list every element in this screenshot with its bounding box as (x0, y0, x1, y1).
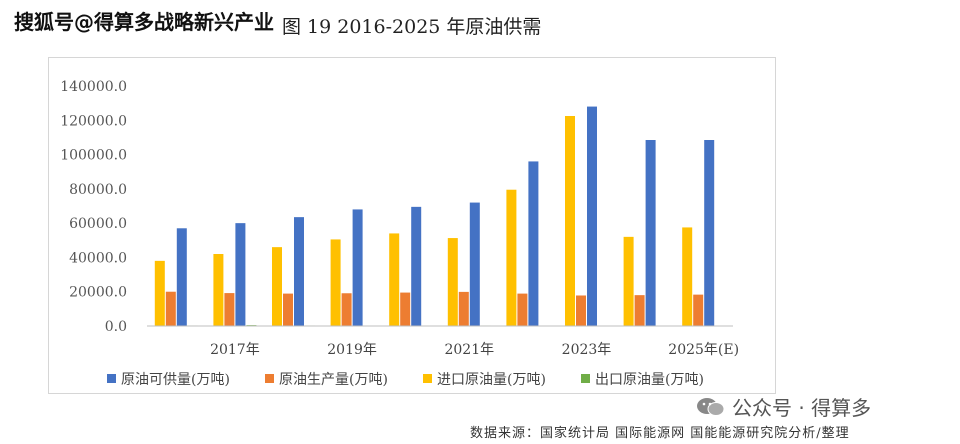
y-tick-label: 0.0 (105, 319, 127, 335)
bar-import (154, 260, 165, 326)
legend-swatch (581, 374, 590, 383)
bar-production (517, 293, 528, 326)
wechat-watermark-text: 公众号 · 得算多 (732, 396, 872, 420)
y-tick-label: 120000.0 (60, 113, 127, 129)
x-tick-label: 2019年 (327, 342, 377, 358)
bar-import (389, 233, 400, 326)
bar-import (330, 239, 341, 326)
legend-swatch (265, 374, 274, 383)
legend-label: 原油生产量(万吨) (279, 372, 388, 388)
bar-production (634, 295, 645, 326)
x-tick-label: 2021年 (444, 342, 494, 358)
y-tick-label: 100000.0 (60, 148, 127, 164)
bar-supply (645, 140, 656, 326)
bar-production (224, 293, 235, 326)
bar-production (693, 294, 704, 326)
y-tick-label: 20000.0 (69, 285, 127, 301)
bar-production (165, 291, 176, 326)
bar-supply (176, 228, 187, 326)
bar-supply (704, 140, 715, 326)
bar-import (565, 116, 575, 326)
bar-supply (294, 217, 304, 326)
bar-supply (411, 206, 422, 326)
y-tick-label: 60000.0 (69, 216, 127, 232)
bar-production (400, 292, 411, 326)
legend-swatch (107, 374, 116, 383)
legend-label: 原油可供量(万吨) (121, 372, 230, 388)
legend-label: 出口原油量(万吨) (595, 372, 704, 388)
bar-import (213, 254, 224, 326)
legend-swatch (423, 374, 432, 383)
y-tick-label: 140000.0 (60, 79, 127, 95)
wechat-icon (696, 396, 726, 418)
figure-title: 图 19 2016-2025 年原油供需 (282, 16, 542, 38)
bar-import (506, 189, 517, 326)
y-tick-label: 40000.0 (69, 250, 127, 266)
bar-chart: 0.0 20000.0 40000.0 60000.0 80000.0 100000.0 1… (60, 79, 739, 388)
bar-production (283, 293, 293, 326)
bar-production (576, 295, 586, 326)
bar-supply (587, 106, 597, 326)
x-tick-label: 2025年(E) (668, 342, 739, 358)
bar-supply (352, 209, 363, 326)
x-tick-label: 2023年 (562, 342, 612, 358)
bar-supply (528, 161, 539, 326)
y-tick-label: 80000.0 (69, 182, 127, 198)
chart-frame: 0.0 20000.0 40000.0 60000.0 80000.0 100000.0 1… (48, 57, 776, 394)
title-row: 搜狐号@得算多战略新兴产业 图 19 2016-2025 年原油供需 (0, 0, 960, 52)
bar-import (623, 236, 634, 326)
bar-supply (235, 223, 246, 326)
bar-supply (469, 202, 480, 326)
bar-production (341, 293, 352, 326)
data-source-note: 数据来源：国家统计局 国际能源网 国能能源研究院分析/整理 (470, 426, 850, 441)
bar-import (272, 247, 282, 326)
bar-import (682, 227, 693, 326)
wechat-watermark: 公众号 · 得算多 (696, 392, 871, 421)
bar-production (458, 291, 469, 326)
sohu-watermark: 搜狐号@得算多战略新兴产业 (14, 10, 274, 34)
bar-import (447, 238, 458, 326)
x-tick-label: 2017年 (210, 342, 260, 358)
legend-label: 进口原油量(万吨) (437, 372, 546, 388)
